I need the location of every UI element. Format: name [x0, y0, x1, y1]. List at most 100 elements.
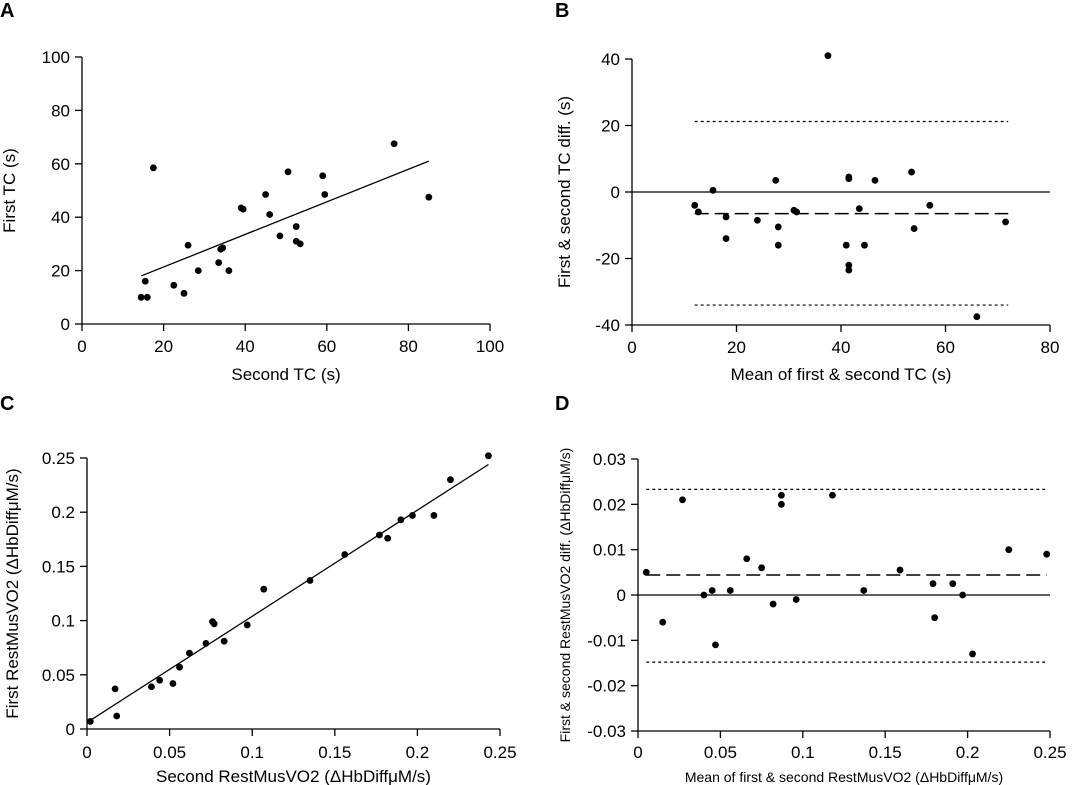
- panel-a-x-tick-label: 60: [317, 337, 336, 356]
- panel-d-y-tick-label: 0.02: [593, 495, 626, 514]
- panel-b-data-point: [855, 205, 863, 213]
- panel-b-x-tick-label: 0: [627, 338, 636, 357]
- panel-c-data-point: [210, 620, 218, 628]
- panel-d-data-point: [777, 491, 785, 499]
- panel-b-x-tick-label: 40: [832, 338, 851, 357]
- panel-c-data-point: [430, 512, 438, 519]
- panel-b-data-point: [926, 201, 934, 209]
- panel-d-x-tick-label: 0.15: [869, 743, 902, 762]
- panel-a-y-label: First TC (s): [0, 148, 19, 233]
- panel-d-data-point: [949, 580, 957, 588]
- panel-b-data-point: [774, 241, 782, 249]
- panel-b-data-point: [910, 225, 918, 232]
- panel-d-data-point: [929, 580, 937, 588]
- panel-d-y-tick-label: -0.03: [587, 722, 626, 741]
- panel-a-data-point: [284, 168, 292, 176]
- panel-d-x-tick-label: 0.25: [1033, 743, 1066, 762]
- panel-b-data-point: [871, 176, 879, 184]
- panel-d-y-tick-label: 0.03: [593, 450, 626, 469]
- panel-c-data-point: [220, 637, 228, 645]
- panel-a-data-point: [184, 241, 192, 249]
- panel-d-y-tick-label: -0.02: [587, 677, 626, 696]
- panel-c-data-point: [260, 585, 268, 593]
- panel-b-x-tick-label: 20: [727, 338, 746, 357]
- panel-c: C 0 0.05 0.1 0.15 0.2 0.25 0 0.05 0.1 0.15 0.2 0.25 S…: [0, 393, 517, 785]
- panel-a-data-point: [266, 211, 274, 218]
- panel-b-data-point: [722, 213, 730, 221]
- panel-b-data-point: [861, 241, 868, 249]
- panel-a-data-point: [219, 244, 227, 252]
- panel-d-data-point: [829, 491, 836, 499]
- panel-b-y-tick-label: -40: [595, 316, 620, 335]
- panel-c-letter: C: [0, 393, 14, 415]
- panel-d-data-point: [679, 496, 686, 504]
- panel-b-letter: B: [555, 0, 569, 22]
- panel-c-x-tick-label: 0.25: [483, 743, 516, 762]
- panel-a-x-tick-label: 20: [154, 337, 173, 356]
- panel-a-regression-line: [140, 160, 430, 277]
- panel-a: A 0 20 40 60 80 100 0 20 40 60 80 100 Second TC (s) Fi…: [0, 0, 504, 384]
- panel-b-x-label: Mean of first & second TC (s): [731, 365, 952, 384]
- panel-b-data-point: [691, 201, 699, 209]
- panel-a-data-point: [296, 240, 304, 248]
- panel-b-y-tick-label: 20: [601, 117, 620, 136]
- panel-d-data-point: [969, 650, 976, 658]
- panel-c-data-point: [202, 639, 210, 647]
- panel-b-data-point: [845, 261, 853, 269]
- panel-a-data-point: [390, 140, 398, 148]
- panel-c-data-point: [186, 649, 193, 657]
- panel-b-data-point: [754, 216, 761, 224]
- panel-c-y-tick-label: 0.15: [42, 557, 75, 576]
- panel-b-data-point: [793, 208, 800, 216]
- panel-d-x-tick-label: 0.1: [791, 743, 815, 762]
- panel-b-y-tick-label: 40: [601, 50, 620, 69]
- panel-d-x-tick-label: 0.2: [956, 743, 980, 762]
- panel-d-data-point: [896, 566, 904, 574]
- panel-c-data-point: [447, 476, 454, 484]
- panel-d-y-tick-label: 0.01: [593, 541, 626, 560]
- panel-a-y-tick-label: 0: [61, 315, 70, 334]
- panel-d-data-point: [712, 641, 719, 649]
- panel-a-data-point: [215, 259, 223, 266]
- panel-a-data-point: [225, 267, 233, 274]
- panel-b-data-point: [772, 176, 780, 184]
- panel-c-data-point: [409, 512, 416, 519]
- panel-d-y-tick-label: -0.01: [587, 631, 626, 650]
- panel-d-data-point: [743, 555, 751, 563]
- panel-d-data-point: [777, 500, 785, 508]
- panel-c-x-tick-label: 0: [82, 743, 91, 762]
- panel-b-data-point: [824, 52, 832, 60]
- panel-d: D 0 0.05 0.1 0.15 0.2 0.25 -0.03 -0.02 -0.01 0 0.01…: [555, 393, 1067, 785]
- panel-a-data-point: [194, 267, 202, 274]
- panel-a-y-tick-label: 80: [51, 101, 70, 120]
- panel-c-data-point: [243, 621, 251, 629]
- panel-d-data-point: [1005, 546, 1013, 554]
- panel-c-data-point: [306, 577, 314, 584]
- panel-c-data-point: [376, 531, 383, 539]
- panel-c-y-tick-label: 0.05: [42, 666, 75, 685]
- panel-a-x-tick-label: 0: [77, 337, 86, 356]
- panel-a-data-point: [170, 281, 178, 289]
- panel-c-x-tick-label: 0.2: [406, 743, 430, 762]
- panel-b-data-point: [774, 223, 782, 231]
- panel-d-data-point: [792, 596, 800, 603]
- panel-a-data-point: [180, 289, 188, 297]
- panel-c-y-tick-label: 0.1: [51, 612, 75, 631]
- panel-a-data-point: [292, 223, 300, 230]
- panel-d-data-point: [959, 591, 967, 599]
- panel-c-data-point: [156, 676, 164, 684]
- panel-b-data-point: [709, 186, 717, 194]
- panel-a-x-tick-label: 40: [236, 337, 255, 356]
- panel-b-data-point: [845, 266, 853, 274]
- panel-c-data-point: [176, 663, 183, 671]
- panel-c-data-point: [397, 516, 405, 524]
- panel-b-data-point: [908, 168, 915, 176]
- panel-a-data-point: [319, 172, 327, 180]
- panel-d-data-point: [642, 568, 650, 576]
- panel-d-data-point: [860, 587, 868, 594]
- panel-d-x-label: Mean of first & second RestMusVO2 (ΔHbDi…: [685, 769, 1003, 785]
- panel-c-regression-line: [88, 463, 489, 722]
- panel-d-letter: D: [555, 393, 569, 415]
- panel-d-x-tick-label: 0: [633, 743, 642, 762]
